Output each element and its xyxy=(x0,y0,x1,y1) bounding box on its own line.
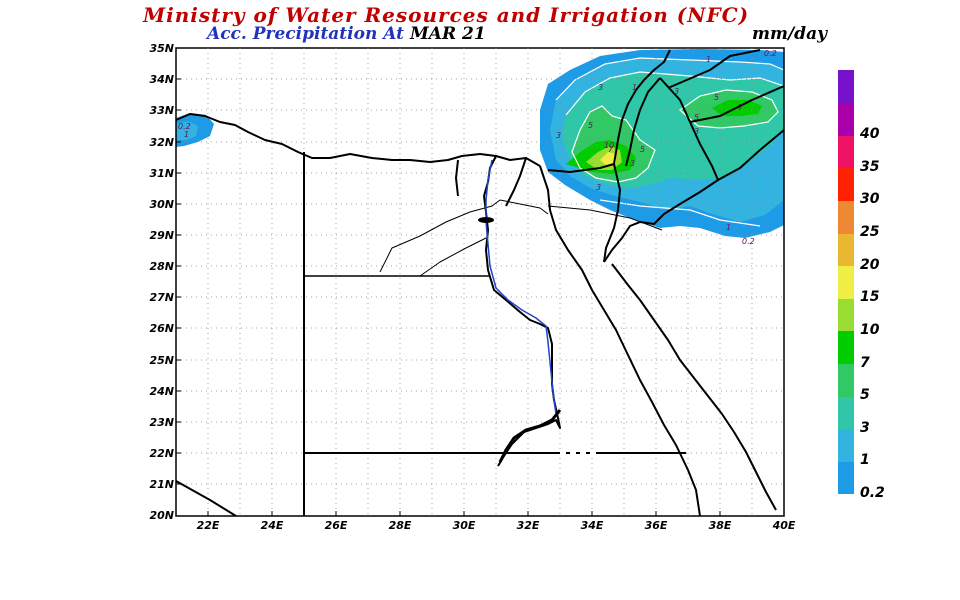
lat-label: 23N xyxy=(149,416,174,429)
contour-label-c5: 5 xyxy=(714,93,719,102)
lon-label: 30E xyxy=(452,519,476,532)
lake-nasser xyxy=(498,409,562,463)
contour-label-c8: 3 xyxy=(694,127,699,136)
contour-label-c12: 3 xyxy=(630,159,635,168)
colorbar-segment xyxy=(838,396,854,430)
contour-label-c16: 0.2 xyxy=(742,237,755,246)
contour-label-c11: 10 xyxy=(604,141,614,150)
lon-label: 38E xyxy=(708,519,732,532)
faiyum-lake xyxy=(478,217,494,223)
units-label: mm/day xyxy=(752,24,827,44)
lon-label: 28E xyxy=(388,519,412,532)
lon-label: 34E xyxy=(580,519,604,532)
colorbar-segment xyxy=(838,298,854,332)
colorbar-segment xyxy=(838,330,854,365)
lon-label: 24E xyxy=(260,519,284,532)
lat-label: 27N xyxy=(149,291,174,304)
lon-label: 36E xyxy=(644,519,668,532)
colorbar-label: 40 xyxy=(860,126,880,143)
lat-label: 26N xyxy=(149,322,174,335)
contour-label-west-a: 0.2 xyxy=(178,122,191,131)
precip-area-east-15 xyxy=(600,152,616,166)
lat-label: 21N xyxy=(149,478,174,491)
precip-area-west-mid xyxy=(176,121,198,140)
colorbar-segment xyxy=(838,428,854,462)
lon-label: 40E xyxy=(772,519,796,532)
colorbar-label: 1 xyxy=(860,452,870,469)
contour-label-c3: 1 xyxy=(632,83,637,92)
forecast-date: MAR 21 xyxy=(409,24,486,44)
contour-label-c1: 1 xyxy=(706,55,711,64)
contour-label-c13: 5 xyxy=(640,145,645,154)
contour-label-c9: 5 xyxy=(588,121,593,130)
contour-label-c6: 7 xyxy=(738,103,744,112)
lat-label: 28N xyxy=(149,260,174,273)
contour-label-c7: 5 xyxy=(694,113,699,122)
lat-label: 22N xyxy=(149,447,174,460)
lon-label: 26E xyxy=(324,519,348,532)
lat-label: 29N xyxy=(149,229,174,242)
plot-frame xyxy=(175,47,785,517)
lat-label: 30N xyxy=(149,198,174,211)
colorbar-segment xyxy=(838,233,854,267)
lat-label: 34N xyxy=(149,73,174,86)
colorbar-label: 0.2 xyxy=(860,485,885,501)
lon-label: 32E xyxy=(516,519,540,532)
contour-label-c2: 3 xyxy=(598,83,603,92)
colorbar-label: 15 xyxy=(860,289,880,306)
colorbar-label: 10 xyxy=(860,321,880,338)
map-subtitle: Acc. Precipitation At MAR 21 xyxy=(207,24,486,44)
colorbar-segment xyxy=(838,102,854,136)
lat-label: 35N xyxy=(149,42,174,55)
colorbar-label: 20 xyxy=(860,256,880,273)
lat-label: 25N xyxy=(149,354,174,367)
colorbar-segment xyxy=(838,363,854,397)
lat-label: 24N xyxy=(149,385,174,398)
colorbar-label: 7 xyxy=(860,354,870,371)
contour-label-c14: 3 xyxy=(556,131,561,140)
subtitle-text: Acc. Precipitation At xyxy=(207,24,404,44)
lat-label: 20N xyxy=(149,509,174,522)
country-borders xyxy=(175,49,785,517)
contour-label-c17: 3 xyxy=(596,183,601,192)
colorbar-label: 3 xyxy=(860,419,870,436)
contour-label-c18: 0.2 xyxy=(764,49,777,58)
contour-labels: 0.2 1 1 3 1 3 5 7 5 3 5 7 10 3 5 3 1 0.2… xyxy=(178,49,777,246)
colorbar-label: 5 xyxy=(860,387,870,404)
lon-label: 22E xyxy=(196,519,220,532)
colorbar-segment xyxy=(838,135,854,169)
colorbar-label: 35 xyxy=(860,158,880,175)
colorbar xyxy=(838,70,854,495)
contour-label-west-b: 1 xyxy=(184,130,189,139)
precipitation-field xyxy=(176,49,784,238)
lat-label: 31N xyxy=(149,167,174,180)
colorbar-label: 25 xyxy=(860,224,880,241)
nile-river xyxy=(485,159,557,415)
colorbar-segment xyxy=(838,70,854,104)
colorbar-segment xyxy=(838,461,854,495)
contour-label-c4: 3 xyxy=(674,87,679,96)
colorbar-segment xyxy=(838,200,854,234)
colorbar-segment xyxy=(838,265,854,299)
colorbar-segment xyxy=(838,167,854,201)
map-title: Ministry of Water Resources and Irrigati… xyxy=(143,3,750,27)
lat-label: 33N xyxy=(149,104,174,117)
axis-ticks xyxy=(176,47,721,516)
contour-label-c10: 7 xyxy=(608,145,614,154)
contour-label-c15: 1 xyxy=(726,223,731,232)
lat-label: 32N xyxy=(149,136,174,149)
colorbar-label: 30 xyxy=(860,191,880,208)
